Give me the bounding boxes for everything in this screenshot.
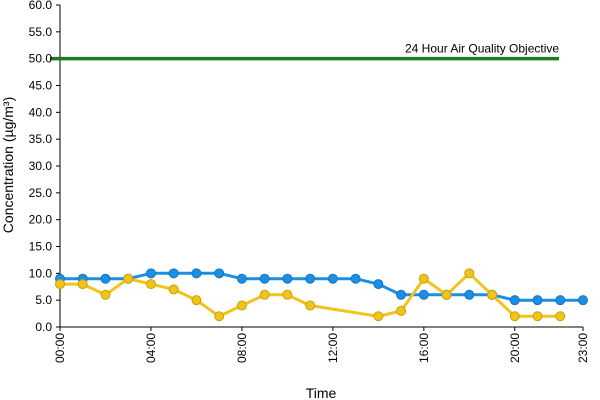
series-2-point <box>100 289 111 300</box>
y-tick-label: 25.0 <box>29 186 53 200</box>
series-1-line <box>60 271 583 302</box>
series-2-point <box>236 300 247 311</box>
series-2-point <box>305 300 316 311</box>
y-tick-label: 55.0 <box>29 25 53 39</box>
y-tick-label: 30.0 <box>29 159 53 173</box>
series-2-point <box>282 289 293 300</box>
series-1-point <box>578 295 588 306</box>
series-2-point <box>259 289 270 300</box>
series-2 <box>55 268 566 322</box>
series-2-point <box>373 311 384 322</box>
series-1-point <box>509 295 520 306</box>
series-2-point <box>487 289 498 300</box>
series-1-point <box>532 295 543 306</box>
series-2-point <box>55 279 65 290</box>
x-tick-label: 00:00 <box>53 333 67 363</box>
series-1-point <box>214 268 225 279</box>
series-2-point <box>145 279 156 290</box>
y-tick-label: 35.0 <box>29 132 53 146</box>
series-1-point <box>305 273 316 284</box>
series-1-point <box>373 279 384 290</box>
tick-labels: 0.0 5.0 10.0 15.0 20.0 25.0 30.0 35.0 40.0 45.0 50… <box>29 0 590 363</box>
series-2-point <box>418 273 429 284</box>
series-2-point <box>464 268 475 279</box>
series-1-point <box>555 295 566 306</box>
series-1 <box>55 268 588 306</box>
y-tick-label: 20.0 <box>29 213 53 227</box>
series-1-point <box>418 289 429 300</box>
series-1-point <box>236 273 247 284</box>
x-tick-label: 20:00 <box>508 333 522 363</box>
x-tick-label: 23:00 <box>576 333 590 363</box>
series-1-point <box>100 273 111 284</box>
y-tick-label: 5.0 <box>35 293 52 307</box>
series-2-point <box>77 279 88 290</box>
x-tick-label: 12:00 <box>326 333 340 363</box>
series-2-point <box>441 289 452 300</box>
x-tick-label: 04:00 <box>144 333 158 363</box>
y-tick-label: 45.0 <box>29 79 53 93</box>
series-1-point <box>396 289 407 300</box>
x-tick-label: 16:00 <box>417 333 431 363</box>
series-2-point <box>532 311 543 322</box>
y-tick-label: 50.0 <box>29 52 53 66</box>
objective-line-group: 24 Hour Air Quality Objective <box>50 42 559 61</box>
x-tick-label: 08:00 <box>235 333 249 363</box>
series-1-point <box>282 273 293 284</box>
series-2-point <box>509 311 520 322</box>
series-1-point <box>259 273 270 284</box>
y-tick-label: 10.0 <box>29 266 53 280</box>
series-1-point <box>350 273 361 284</box>
series-1-point <box>145 268 156 279</box>
objective-label: 24 Hour Air Quality Objective <box>405 42 559 56</box>
series-2-point <box>168 284 179 295</box>
y-tick-label: 60.0 <box>29 0 53 12</box>
series-group <box>55 268 588 322</box>
series-1-point <box>168 268 179 279</box>
x-axis-title: Time <box>306 385 337 400</box>
y-tick-label: 0.0 <box>35 320 52 334</box>
y-axis-title: Concentration (µg/m³) <box>0 97 16 233</box>
series-2-point <box>396 305 407 316</box>
series-1-point <box>191 268 202 279</box>
series-2-point <box>555 311 566 322</box>
series-2-point <box>191 295 202 306</box>
series-1-point <box>464 289 475 300</box>
series-2-point <box>123 273 134 284</box>
y-tick-label: 40.0 <box>29 105 53 119</box>
series-1-point <box>327 273 338 284</box>
y-tick-label: 15.0 <box>29 240 53 254</box>
series-2-point <box>214 311 225 322</box>
